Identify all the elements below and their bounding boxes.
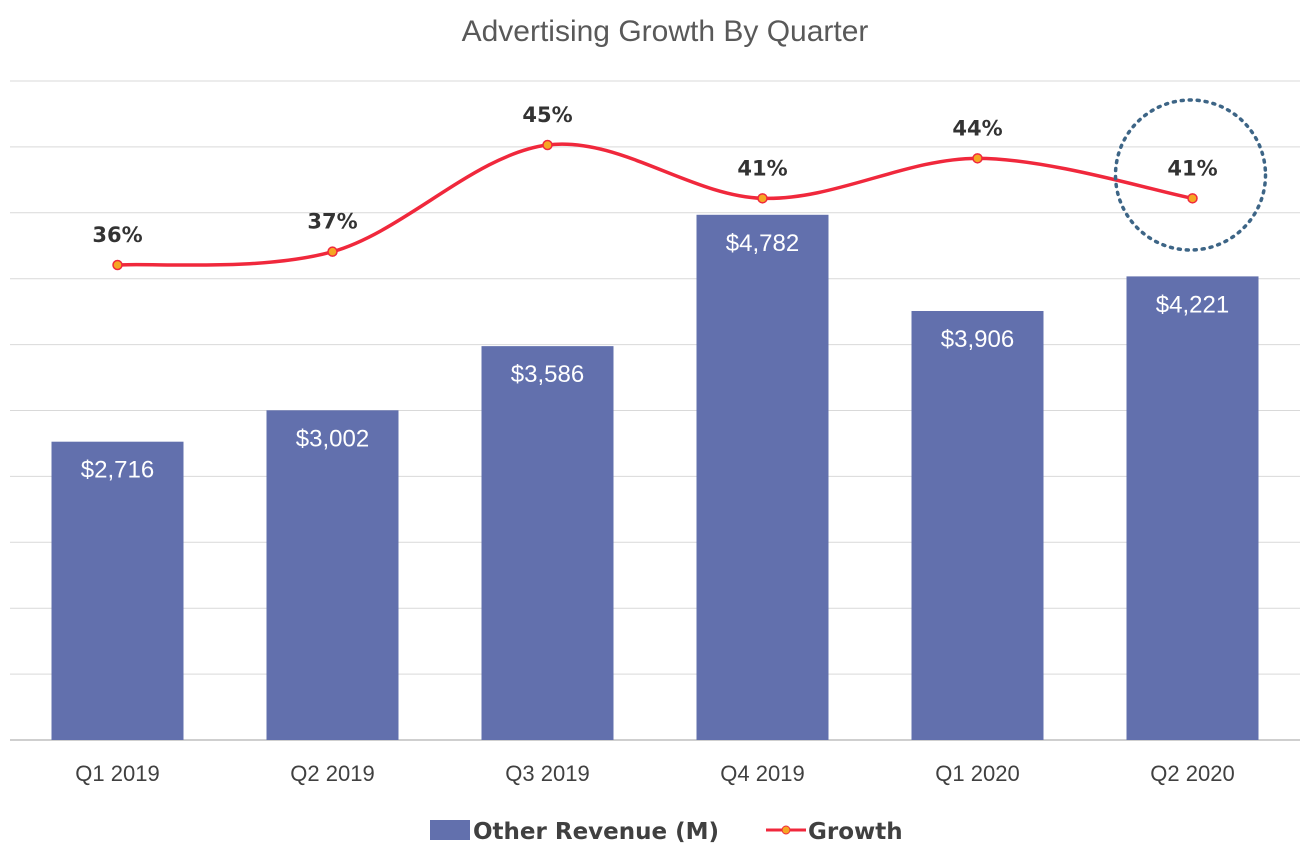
growth-data-labels: 36% 37% 45% 41% 44% 41% xyxy=(92,103,1217,247)
growth-point xyxy=(972,153,983,164)
legend-marker-growth xyxy=(781,825,791,835)
growth-value-label: 44% xyxy=(952,116,1002,140)
bar-series xyxy=(51,214,1259,741)
chart-title: Advertising Growth By Quarter xyxy=(462,15,869,48)
growth-point xyxy=(757,193,768,204)
growth-line xyxy=(117,142,1193,267)
growth-line-series xyxy=(112,139,1198,271)
x-axis-tick-labels: Q1 2019 Q2 2019 Q3 2019 Q4 2019 Q1 2020 Q2 20… xyxy=(75,761,1234,786)
growth-value-label: 41% xyxy=(1167,156,1217,180)
bar-q3-2019 xyxy=(481,346,614,740)
legend: Other Revenue (M) Growth xyxy=(430,819,903,845)
growth-point xyxy=(542,139,553,151)
growth-point xyxy=(327,246,338,257)
growth-value-label: 37% xyxy=(307,210,357,234)
growth-point xyxy=(112,259,123,271)
growth-value-label: 36% xyxy=(92,223,142,247)
gridlines xyxy=(10,80,1300,741)
bar-value-label: $4,782 xyxy=(726,230,799,257)
growth-value-label: 45% xyxy=(522,103,572,127)
bar-q2-2020 xyxy=(1126,276,1259,740)
growth-value-label: 41% xyxy=(737,156,787,180)
bar-q1-2020 xyxy=(911,310,1044,740)
bar-q4-2019 xyxy=(696,214,829,741)
bar-value-label: $3,906 xyxy=(941,326,1014,353)
bar-value-label: $3,586 xyxy=(511,361,584,388)
highlight-annotation xyxy=(1113,98,1268,252)
legend-label-other-revenue: Other Revenue (M) xyxy=(473,819,719,845)
legend-swatch-other-revenue xyxy=(430,820,470,840)
highlight-circle xyxy=(1113,98,1268,252)
bar-q1-2019 xyxy=(51,441,184,740)
bar-data-labels: $2,716 $3,002 $3,586 $4,782 $3,906 $4,221 xyxy=(81,230,1229,484)
x-tick-label: Q1 2019 xyxy=(75,761,159,786)
bar-value-label: $4,221 xyxy=(1156,291,1229,318)
bar-value-label: $2,716 xyxy=(81,457,154,484)
x-tick-label: Q4 2019 xyxy=(720,761,804,786)
legend-label-growth: Growth xyxy=(808,819,903,845)
x-tick-label: Q1 2020 xyxy=(935,761,1019,786)
x-tick-label: Q2 2019 xyxy=(290,761,374,786)
growth-point xyxy=(1187,193,1198,204)
bar-value-label: $3,002 xyxy=(296,425,369,452)
x-tick-label: Q3 2019 xyxy=(505,761,589,786)
bar-q2-2019 xyxy=(266,410,399,740)
x-tick-label: Q2 2020 xyxy=(1150,761,1234,786)
